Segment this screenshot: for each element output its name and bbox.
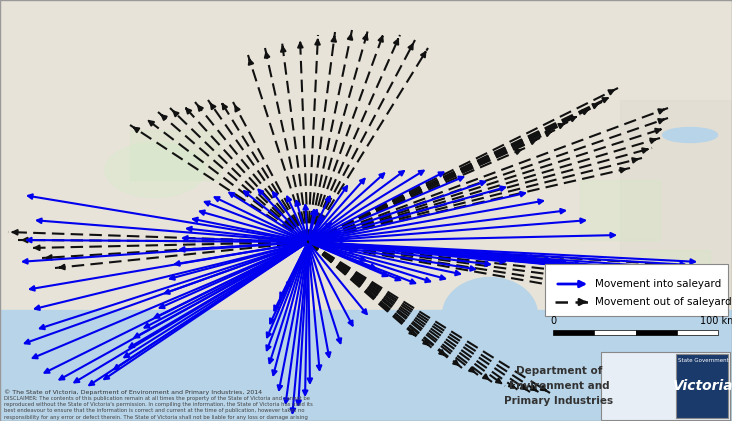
Ellipse shape [662, 128, 717, 142]
Bar [620, 100, 732, 300]
Text: Victoria: Victoria [673, 379, 732, 393]
Text: Department of
Environment and
Primary Industries: Department of Environment and Primary In… [504, 366, 613, 406]
Ellipse shape [443, 277, 537, 352]
Bar [594, 330, 635, 335]
Bar [640, 250, 710, 300]
Text: 100 km: 100 km [700, 316, 732, 326]
Bar [677, 330, 718, 335]
Bar [601, 352, 730, 420]
Text: Movement into saleyard: Movement into saleyard [595, 279, 721, 289]
Text: Movement out of saleyard: Movement out of saleyard [595, 297, 731, 307]
Text: DISCLAIMER: The contents of this publication remain at all times the property of: DISCLAIMER: The contents of this publica… [4, 396, 373, 421]
Ellipse shape [105, 142, 205, 197]
Bar [553, 330, 594, 335]
Bar [545, 264, 728, 316]
Text: State Government: State Government [678, 357, 728, 362]
Bar [676, 354, 728, 418]
Ellipse shape [540, 312, 580, 347]
Bar [0, 310, 732, 421]
Bar [130, 130, 220, 180]
Bar [580, 180, 660, 240]
Text: © The State of Victoria, Department of Environment and Primary Industries, 2014: © The State of Victoria, Department of E… [4, 389, 262, 394]
Bar [635, 330, 677, 335]
Text: 0: 0 [550, 316, 556, 326]
